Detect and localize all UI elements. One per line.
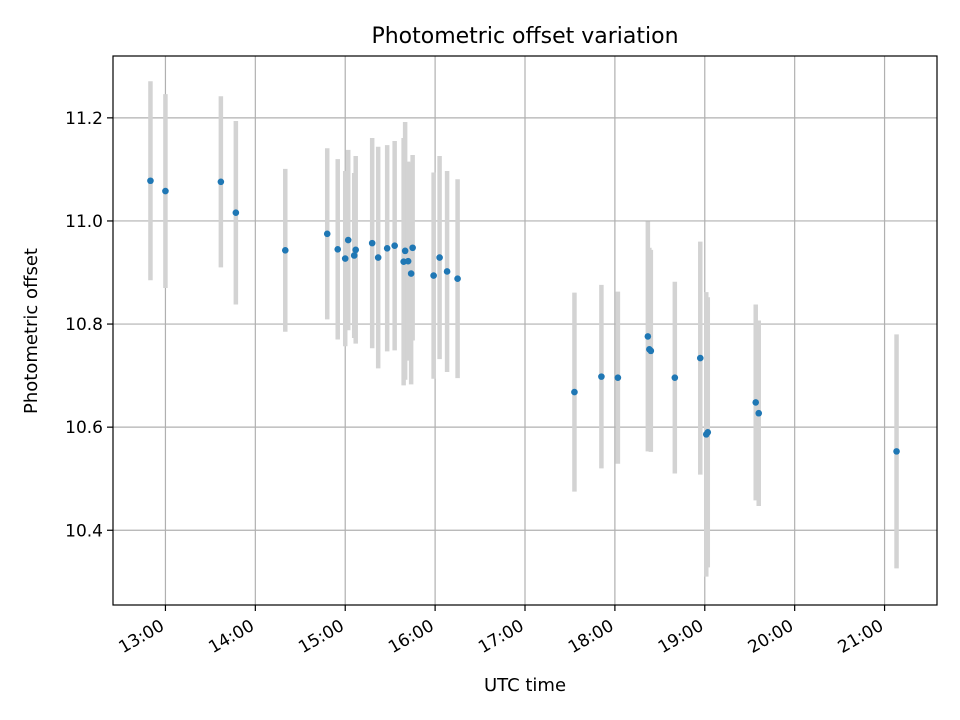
y-tick-label: 11.2 [65, 109, 103, 129]
data-point [755, 409, 763, 417]
data-point [217, 178, 225, 186]
data-point [391, 242, 398, 250]
y-tick-label: 10.6 [65, 418, 103, 438]
data-point [647, 347, 655, 355]
data-point [443, 268, 451, 275]
data-point [334, 246, 342, 253]
data-point [752, 399, 760, 406]
data-point [368, 239, 376, 247]
data-point [407, 270, 415, 277]
data-point [644, 333, 652, 340]
data-point [352, 246, 360, 254]
y-tick-label: 10.8 [65, 315, 103, 335]
data-points [147, 177, 900, 455]
data-point [893, 448, 900, 455]
y-axis: 10.4 10.6 10.8 11.0 11.2 [65, 109, 113, 541]
data-point [598, 373, 605, 380]
x-axis-label: UTC time [484, 675, 566, 696]
data-point [374, 254, 382, 261]
y-tick-label: 10.4 [65, 521, 103, 541]
data-point [696, 354, 704, 362]
data-point [350, 252, 358, 259]
data-point [704, 429, 712, 436]
data-point [232, 209, 240, 217]
data-point [344, 236, 352, 244]
data-point [571, 388, 578, 396]
data-point [401, 247, 409, 255]
data-point [436, 254, 443, 261]
data-point [341, 255, 349, 262]
data-point [454, 275, 461, 282]
data-point [404, 257, 412, 265]
data-point [147, 177, 154, 185]
data-point [409, 244, 416, 252]
data-point [614, 374, 622, 381]
data-point [323, 230, 331, 238]
data-point [430, 272, 437, 279]
data-point [671, 374, 679, 381]
y-tick-label: 11.0 [65, 212, 103, 232]
grid [113, 56, 937, 605]
data-point [162, 187, 169, 195]
data-point [383, 244, 391, 252]
chart-title: Photometric offset variation [371, 24, 678, 49]
y-axis-label: Photometric offset [21, 248, 42, 414]
data-point [281, 247, 289, 254]
